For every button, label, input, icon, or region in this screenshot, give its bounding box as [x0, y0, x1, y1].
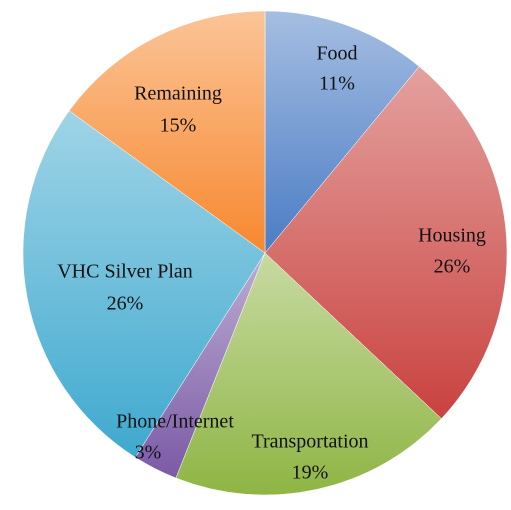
pie-slice: [264, 10, 420, 254]
slice-value-label: 19%: [292, 462, 329, 484]
slice-value-label: 26%: [434, 256, 471, 278]
slice-value-label: 15%: [160, 115, 197, 137]
slice-label: Housing: [418, 225, 486, 247]
slice-label: VHC Silver Plan: [57, 261, 193, 283]
slice-value-label: 11%: [319, 73, 355, 95]
slice-label: Remaining: [134, 83, 222, 105]
slice-value-label: 3%: [135, 442, 162, 464]
pie-slice: [22, 110, 266, 458]
slice-label: Phone/Internet: [116, 411, 234, 433]
pie-slice: [264, 66, 508, 420]
pie-slice: [175, 252, 442, 496]
slice-label: Transportation: [251, 431, 368, 453]
pie-slice: [68, 10, 266, 254]
slice-value-label: 26%: [107, 293, 144, 315]
slice-label: Food: [316, 43, 357, 65]
